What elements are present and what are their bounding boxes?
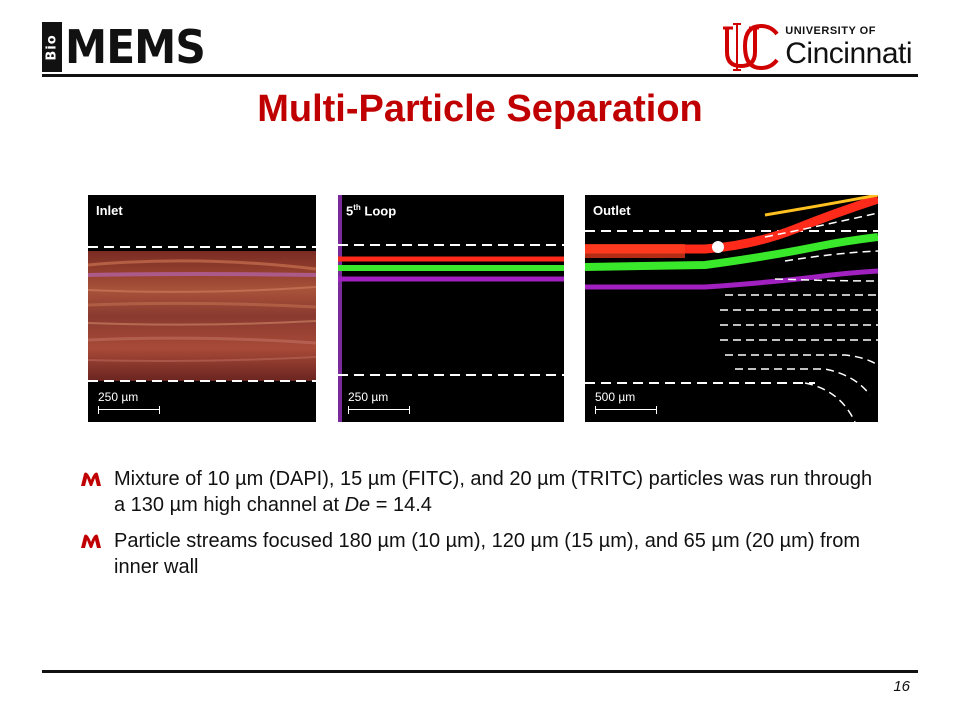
loop-image: [338, 195, 564, 422]
loop-scale-text: 250 µm: [348, 390, 389, 404]
bullet-mixture-part-1: Mixture of 10 µm (DAPI), 15 µm (FITC), a…: [114, 468, 873, 516]
university-logo: UNIVERSITY OF Cincinnati: [721, 20, 912, 74]
bullet-list: Mixture of 10 µm (DAPI), 15 µm (FITC), a…: [80, 466, 880, 590]
outlet-scalebar: 500 µm: [595, 390, 657, 414]
footer-divider: [42, 670, 918, 673]
university-of-label: UNIVERSITY OF: [785, 24, 876, 37]
dean-number-symbol: De: [344, 494, 371, 516]
slide-title: Multi-Particle Separation: [257, 88, 703, 130]
loop-scale-bar: [348, 406, 410, 414]
inlet-scale-text: 250 µm: [98, 390, 139, 404]
loop-label: 5th Loop: [346, 203, 396, 218]
header-divider: [42, 74, 918, 77]
loop-micrograph: 5th Loop 250 µm: [338, 195, 564, 422]
loop-label-suffix: th: [353, 203, 361, 212]
inlet-scale-bar: [98, 406, 160, 414]
outlet-scale-bar: [595, 406, 657, 414]
bullet-mixture-part-2: = 14.4: [370, 494, 432, 516]
bio-logo-box: Bio: [42, 22, 62, 72]
inlet-image: [88, 195, 316, 422]
bullet-text-streams: Particle streams focused 180 µm (10 µm),…: [114, 530, 861, 578]
outlet-image: [585, 195, 878, 422]
mems-logo-text: MEMS: [65, 20, 206, 74]
loop-scalebar: 250 µm: [348, 390, 410, 414]
bullet-marker-icon: [80, 528, 114, 555]
cincinnati-label: Cincinnati: [785, 36, 912, 70]
uc-monogram-icon: [723, 23, 779, 71]
loop-label-text: Loop: [360, 203, 397, 219]
inlet-scalebar: 250 µm: [98, 390, 160, 414]
bullet-text-mixture: Mixture of 10 µm (DAPI), 15 µm (FITC), a…: [114, 466, 880, 518]
bullet-item: Particle streams focused 180 µm (10 µm),…: [80, 528, 880, 580]
inlet-label: Inlet: [96, 203, 123, 218]
outlet-label: Outlet: [593, 203, 631, 218]
outlet-micrograph: Outlet 500 µm: [585, 195, 878, 422]
biomems-logo: Bio MEMS: [42, 18, 217, 76]
bullet-item: Mixture of 10 µm (DAPI), 15 µm (FITC), a…: [80, 466, 880, 518]
slide-header: Bio MEMS UNIVERSITY OF Cincinnati: [0, 0, 960, 80]
bullet-marker-icon: [80, 466, 114, 493]
inlet-micrograph: Inlet 250 µm: [88, 195, 316, 422]
page-number: 16: [893, 678, 910, 695]
bio-logo-text: Bio: [44, 33, 60, 61]
outlet-scale-text: 500 µm: [595, 390, 636, 404]
loop-label-number: 5: [346, 203, 354, 219]
